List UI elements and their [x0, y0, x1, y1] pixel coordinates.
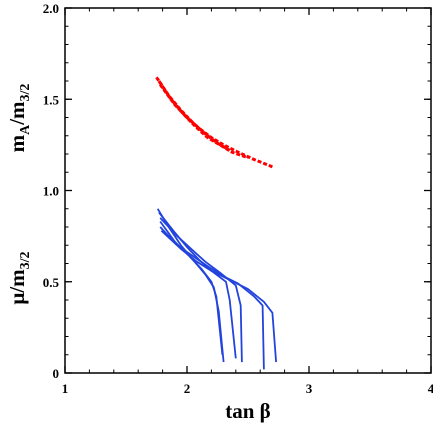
mA-curve: [157, 80, 249, 160]
y-tick-label: 1.0: [43, 184, 59, 199]
tick-labels: 1 2 3 4 0 0.5 1.0 1.5 2.0: [43, 1, 433, 396]
mA-curve: [158, 83, 273, 169]
x-tick-label: 2: [184, 381, 191, 396]
y-axis-title-lower: μ/m3/2: [5, 251, 33, 304]
series-group: [155, 76, 277, 370]
y-tick-label: 0: [53, 366, 60, 381]
plot-frame: [64, 7, 432, 374]
ticks: [64, 7, 432, 374]
y-tick-label: 0.5: [43, 275, 60, 290]
mu-curve: [159, 220, 224, 355]
y-tick-label: 1.5: [43, 92, 60, 107]
mu-curve: [160, 230, 277, 363]
mu-curve: [159, 217, 243, 363]
x-tick-label: 1: [62, 381, 69, 396]
mA-curve: [155, 76, 231, 152]
y-tick-label: 2.0: [43, 1, 59, 16]
y-axis-title-upper: mA/m3/2: [5, 84, 33, 153]
mu-curve: [159, 226, 265, 370]
x-tick-label: 3: [306, 381, 313, 396]
x-tick-label: 4: [428, 381, 433, 396]
x-axis-title: tan β: [225, 399, 271, 423]
